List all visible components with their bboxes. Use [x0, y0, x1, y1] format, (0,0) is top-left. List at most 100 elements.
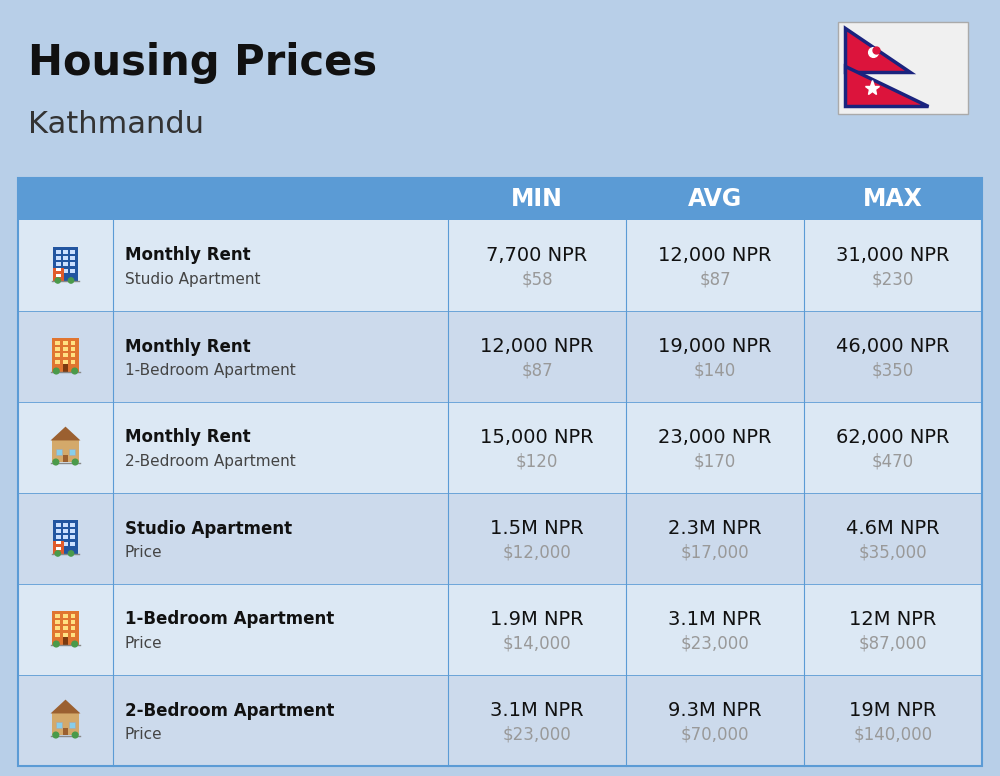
Circle shape — [72, 641, 78, 647]
Text: AVG: AVG — [688, 187, 742, 211]
FancyBboxPatch shape — [63, 728, 68, 736]
FancyBboxPatch shape — [63, 341, 68, 345]
Text: MAX: MAX — [863, 187, 923, 211]
Text: $230: $230 — [872, 271, 914, 289]
Text: Monthly Rent: Monthly Rent — [125, 247, 251, 265]
Text: Studio Apartment: Studio Apartment — [125, 272, 260, 287]
FancyBboxPatch shape — [55, 341, 60, 345]
FancyBboxPatch shape — [70, 256, 75, 260]
FancyBboxPatch shape — [52, 611, 79, 645]
Text: 62,000 NPR: 62,000 NPR — [836, 428, 950, 447]
FancyBboxPatch shape — [56, 542, 61, 546]
Text: $350: $350 — [872, 362, 914, 379]
FancyBboxPatch shape — [18, 178, 982, 220]
FancyBboxPatch shape — [70, 523, 75, 527]
FancyBboxPatch shape — [63, 542, 68, 546]
FancyBboxPatch shape — [53, 247, 78, 281]
FancyBboxPatch shape — [71, 632, 75, 636]
Circle shape — [53, 733, 59, 738]
FancyBboxPatch shape — [56, 449, 62, 456]
Text: 2-Bedroom Apartment: 2-Bedroom Apartment — [125, 454, 296, 469]
Polygon shape — [51, 700, 80, 713]
FancyBboxPatch shape — [63, 626, 68, 630]
Text: Studio Apartment: Studio Apartment — [125, 519, 292, 538]
Text: 2.3M NPR: 2.3M NPR — [668, 519, 762, 538]
Text: Price: Price — [125, 545, 163, 560]
Text: $14,000: $14,000 — [503, 635, 571, 653]
FancyBboxPatch shape — [71, 353, 75, 358]
Text: $120: $120 — [516, 452, 558, 470]
Text: $17,000: $17,000 — [681, 543, 749, 562]
Polygon shape — [845, 66, 928, 106]
FancyBboxPatch shape — [838, 22, 968, 114]
FancyBboxPatch shape — [55, 614, 60, 618]
FancyBboxPatch shape — [56, 256, 61, 260]
Text: 7,700 NPR: 7,700 NPR — [486, 246, 588, 265]
FancyBboxPatch shape — [63, 529, 68, 533]
FancyBboxPatch shape — [56, 529, 61, 533]
Text: $35,000: $35,000 — [859, 543, 927, 562]
FancyBboxPatch shape — [63, 268, 68, 272]
FancyBboxPatch shape — [63, 353, 68, 358]
Text: Price: Price — [125, 727, 163, 742]
FancyBboxPatch shape — [53, 541, 64, 554]
Text: 3.1M NPR: 3.1M NPR — [490, 701, 584, 720]
FancyBboxPatch shape — [63, 614, 68, 618]
Text: MIN: MIN — [511, 187, 563, 211]
Text: $87: $87 — [521, 362, 553, 379]
Text: 2-Bedroom Apartment: 2-Bedroom Apartment — [125, 702, 334, 719]
Text: $70,000: $70,000 — [681, 726, 749, 743]
FancyBboxPatch shape — [70, 542, 75, 546]
Circle shape — [68, 551, 74, 556]
FancyBboxPatch shape — [70, 268, 75, 272]
Text: $140: $140 — [694, 362, 736, 379]
Text: 46,000 NPR: 46,000 NPR — [836, 337, 950, 356]
FancyBboxPatch shape — [55, 353, 60, 358]
Text: $87,000: $87,000 — [859, 635, 927, 653]
FancyBboxPatch shape — [63, 348, 68, 352]
FancyBboxPatch shape — [56, 523, 61, 527]
FancyBboxPatch shape — [70, 535, 75, 539]
FancyBboxPatch shape — [52, 713, 79, 736]
FancyBboxPatch shape — [56, 541, 61, 544]
FancyBboxPatch shape — [56, 250, 61, 254]
FancyBboxPatch shape — [70, 262, 75, 266]
FancyBboxPatch shape — [56, 268, 61, 272]
FancyBboxPatch shape — [69, 722, 75, 729]
FancyBboxPatch shape — [18, 675, 982, 766]
Text: $58: $58 — [521, 271, 553, 289]
Circle shape — [53, 641, 59, 647]
FancyBboxPatch shape — [55, 620, 60, 624]
Text: 9.3M NPR: 9.3M NPR — [668, 701, 762, 720]
FancyBboxPatch shape — [63, 632, 68, 636]
Circle shape — [53, 459, 59, 465]
FancyBboxPatch shape — [63, 455, 68, 462]
Polygon shape — [845, 28, 910, 72]
FancyBboxPatch shape — [56, 722, 62, 729]
FancyBboxPatch shape — [18, 220, 982, 311]
FancyBboxPatch shape — [55, 359, 60, 363]
Text: 31,000 NPR: 31,000 NPR — [836, 246, 950, 265]
Circle shape — [72, 368, 78, 374]
Text: 3.1M NPR: 3.1M NPR — [668, 610, 762, 629]
FancyBboxPatch shape — [52, 338, 79, 372]
FancyBboxPatch shape — [71, 614, 75, 618]
FancyBboxPatch shape — [55, 626, 60, 630]
Text: Monthly Rent: Monthly Rent — [125, 338, 251, 355]
Text: 12M NPR: 12M NPR — [849, 610, 937, 629]
Text: 12,000 NPR: 12,000 NPR — [658, 246, 772, 265]
Circle shape — [53, 368, 59, 374]
FancyBboxPatch shape — [71, 626, 75, 630]
FancyBboxPatch shape — [63, 535, 68, 539]
Text: $87: $87 — [699, 271, 731, 289]
FancyBboxPatch shape — [55, 632, 60, 636]
FancyBboxPatch shape — [56, 546, 61, 549]
Text: 23,000 NPR: 23,000 NPR — [658, 428, 772, 447]
Text: 19M NPR: 19M NPR — [849, 701, 937, 720]
Text: $23,000: $23,000 — [503, 726, 571, 743]
FancyBboxPatch shape — [63, 250, 68, 254]
FancyBboxPatch shape — [71, 348, 75, 352]
Text: Housing Prices: Housing Prices — [28, 42, 377, 84]
FancyBboxPatch shape — [63, 262, 68, 266]
FancyBboxPatch shape — [71, 341, 75, 345]
